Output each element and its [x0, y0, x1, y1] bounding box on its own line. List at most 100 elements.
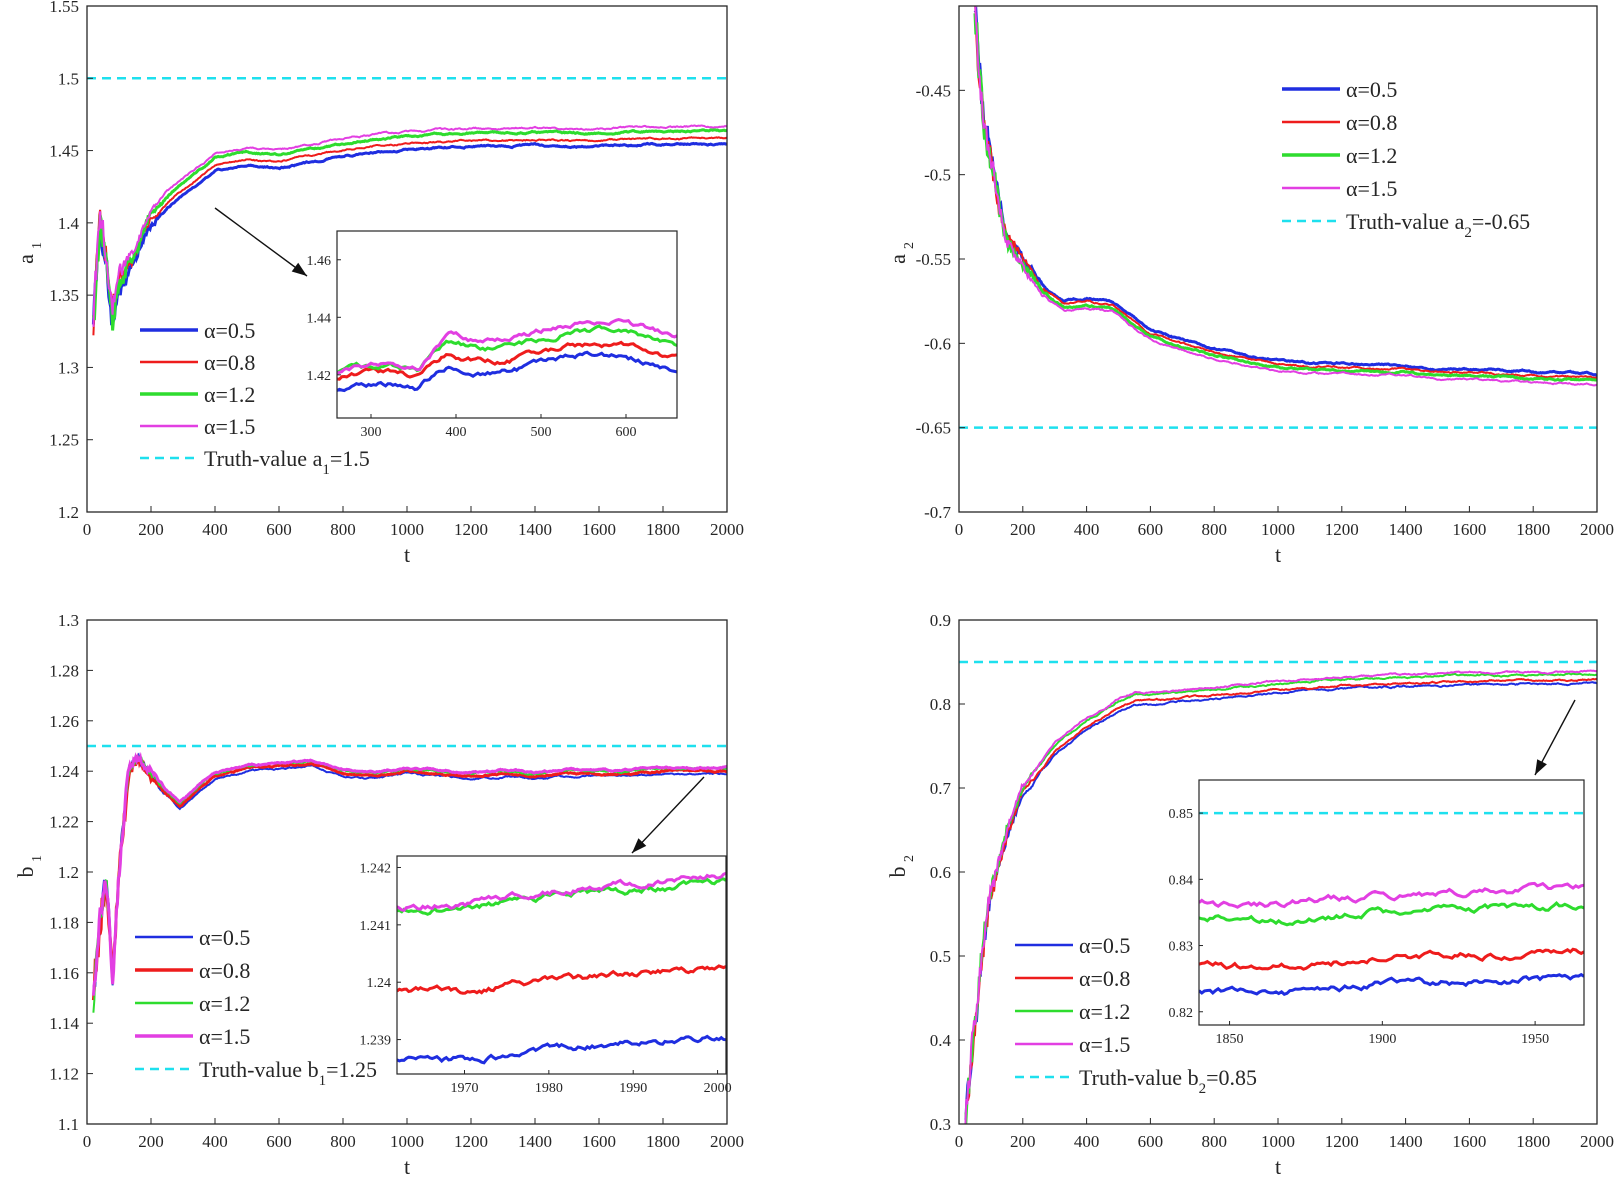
- x-tick-label: 1600: [582, 520, 616, 539]
- inset-series-3: [337, 318, 677, 375]
- chart-a1: 0 200 400 600 800 1000 1200 1400 1600 1800 20001.2…: [13, 0, 744, 567]
- x-tick-label: 1000: [1261, 520, 1295, 539]
- legend-label: α=1.2: [1346, 143, 1397, 168]
- inset-series-2: [1199, 901, 1584, 927]
- y-tick-label: 1.5: [58, 69, 79, 88]
- legend-label: α=1.5: [1079, 1032, 1130, 1057]
- x-tick-label: 0: [83, 520, 92, 539]
- legend-label-truth: Truth-value b1=1.25: [199, 1057, 377, 1089]
- y-tick-label: 0.7: [930, 779, 952, 798]
- x-tick-label: 1000: [390, 520, 424, 539]
- legend-truth-prefix: Truth-value a: [1346, 209, 1465, 234]
- inset-x-tick-label: 600: [616, 425, 637, 440]
- inset-y-tick-label: 1.241: [360, 919, 392, 934]
- x-tick-label: 1200: [454, 520, 488, 539]
- y-axis-label-main: a: [13, 254, 38, 264]
- y-tick-label: 1.55: [49, 0, 79, 16]
- y-axis-label-main: a: [885, 254, 910, 264]
- y-tick-label: 1.35: [49, 286, 79, 305]
- x-tick-label: 600: [266, 1132, 292, 1151]
- series-a2-0: [973, 6, 1597, 377]
- legend-truth-suffix: =0.85: [1206, 1065, 1257, 1090]
- inset-series-0: [397, 1034, 726, 1065]
- legend-truth-sub: 2: [1199, 1081, 1207, 1097]
- y-tick-label: -0.55: [916, 250, 951, 269]
- y-axis-label-sub: 2: [902, 855, 917, 862]
- y-axis-label: a2: [885, 242, 917, 264]
- x-tick-label: 1200: [1325, 1132, 1359, 1151]
- y-tick-label: 1.18: [49, 913, 79, 932]
- legend-b1: α=0.5 α=0.8 α=1.2 α=1.5 Truth-value b1=1.25: [135, 925, 377, 1089]
- legend-label: α=0.8: [199, 958, 250, 983]
- x-tick-label: 600: [1138, 520, 1164, 539]
- legend-label: α=0.8: [204, 350, 255, 375]
- x-tick-label: 1200: [454, 1132, 488, 1151]
- inset-b2: 1850 1900 1950 0.82 0.83 0.84 0.85: [1169, 779, 1585, 1047]
- y-axis-label: b1: [13, 855, 45, 878]
- legend-truth-sub: 2: [1464, 225, 1472, 241]
- y-axis-label-sub: 1: [30, 855, 45, 862]
- inset-y-tick-label: 0.84: [1169, 873, 1194, 888]
- x-tick-label: 400: [1074, 1132, 1100, 1151]
- x-tick-label: 800: [1201, 1132, 1227, 1151]
- x-axis-label: t: [1275, 1154, 1281, 1179]
- inset-x-tick-label: 2000: [704, 1081, 732, 1096]
- legend-a2: α=0.5 α=0.8 α=1.2 α=1.5 Truth-value a2=-0.65: [1282, 77, 1530, 241]
- y-tick-label: 1.14: [49, 1014, 79, 1033]
- legend-label-truth: Truth-value b2=0.85: [1079, 1065, 1257, 1097]
- x-tick-label: 1600: [582, 1132, 616, 1151]
- x-tick-label: 1000: [1261, 1132, 1295, 1151]
- y-axis-label-sub: 1: [30, 242, 45, 249]
- x-tick-label: 400: [202, 1132, 228, 1151]
- series-b2-1: [964, 677, 1597, 1124]
- x-tick-label: 1000: [390, 1132, 424, 1151]
- zoom-arrow-head: [1535, 759, 1547, 775]
- legend-a1: α=0.5 α=0.8 α=1.2 α=1.5 Truth-value a1=1.5: [140, 318, 370, 478]
- legend-label: α=1.5: [1346, 176, 1397, 201]
- y-tick-label: 0.9: [930, 611, 951, 630]
- zoom-arrow: [214, 207, 308, 277]
- y-tick-label: -0.5: [924, 166, 951, 185]
- legend-label-truth: Truth-value a2=-0.65: [1346, 209, 1530, 241]
- y-tick-label: 0.6: [930, 863, 951, 882]
- x-tick-label: 600: [266, 520, 292, 539]
- x-tick-label: 0: [955, 1132, 964, 1151]
- legend-truth-prefix: Truth-value a: [204, 446, 323, 471]
- x-tick-label: 1600: [1452, 520, 1486, 539]
- x-tick-label: 2000: [710, 1132, 744, 1151]
- y-tick-label: 0.4: [930, 1031, 952, 1050]
- legend-label: α=1.2: [199, 991, 250, 1016]
- legend-label: α=0.8: [1079, 966, 1130, 991]
- legend-truth-suffix: =1.5: [330, 446, 370, 471]
- y-tick-label: 0.8: [930, 695, 951, 714]
- x-tick-label: 1400: [518, 520, 552, 539]
- series-a2-3: [974, 6, 1597, 387]
- series-b2-0: [964, 681, 1597, 1120]
- x-tick-label: 200: [138, 520, 164, 539]
- x-tick-label: 800: [330, 1132, 356, 1151]
- x-tick-label: 1400: [1389, 520, 1423, 539]
- x-tick-label: 2000: [710, 520, 744, 539]
- chart-b1: 0 200 400 600 800 1000 1200 1400 1600 1800 2000 1.1…: [13, 611, 744, 1179]
- inset-b1: 1970 1980 1990 2000 1.239 1.24 1.241 1.242: [360, 855, 732, 1096]
- inset-frame: [1198, 779, 1585, 1026]
- series-a1-3: [92, 124, 727, 327]
- y-tick-label: 1.28: [49, 661, 79, 680]
- y-axis-label-main: b: [13, 867, 38, 878]
- inset-x-tick-label: 400: [446, 425, 467, 440]
- series-a1-2: [91, 128, 727, 331]
- y-axis-label: b2: [885, 855, 917, 878]
- y-tick-label: 0.3: [930, 1115, 951, 1134]
- series-a2-2: [973, 13, 1597, 383]
- x-axis-label: t: [1275, 542, 1281, 567]
- inset-series-3: [397, 871, 726, 912]
- x-tick-label: 400: [202, 520, 228, 539]
- x-tick-label: 1600: [1452, 1132, 1486, 1151]
- inset-series-1: [1199, 947, 1584, 971]
- legend-label: α=0.5: [199, 925, 250, 950]
- chart-b2: 0 200 400 600 800 1000 1200 1400 1600 1800 2000 0.3…: [885, 611, 1614, 1179]
- y-tick-label: -0.45: [916, 81, 951, 100]
- y-axis-label: a1: [13, 242, 45, 264]
- inset-x-tick-label: 1990: [619, 1081, 647, 1096]
- y-tick-label: 1.2: [58, 503, 79, 522]
